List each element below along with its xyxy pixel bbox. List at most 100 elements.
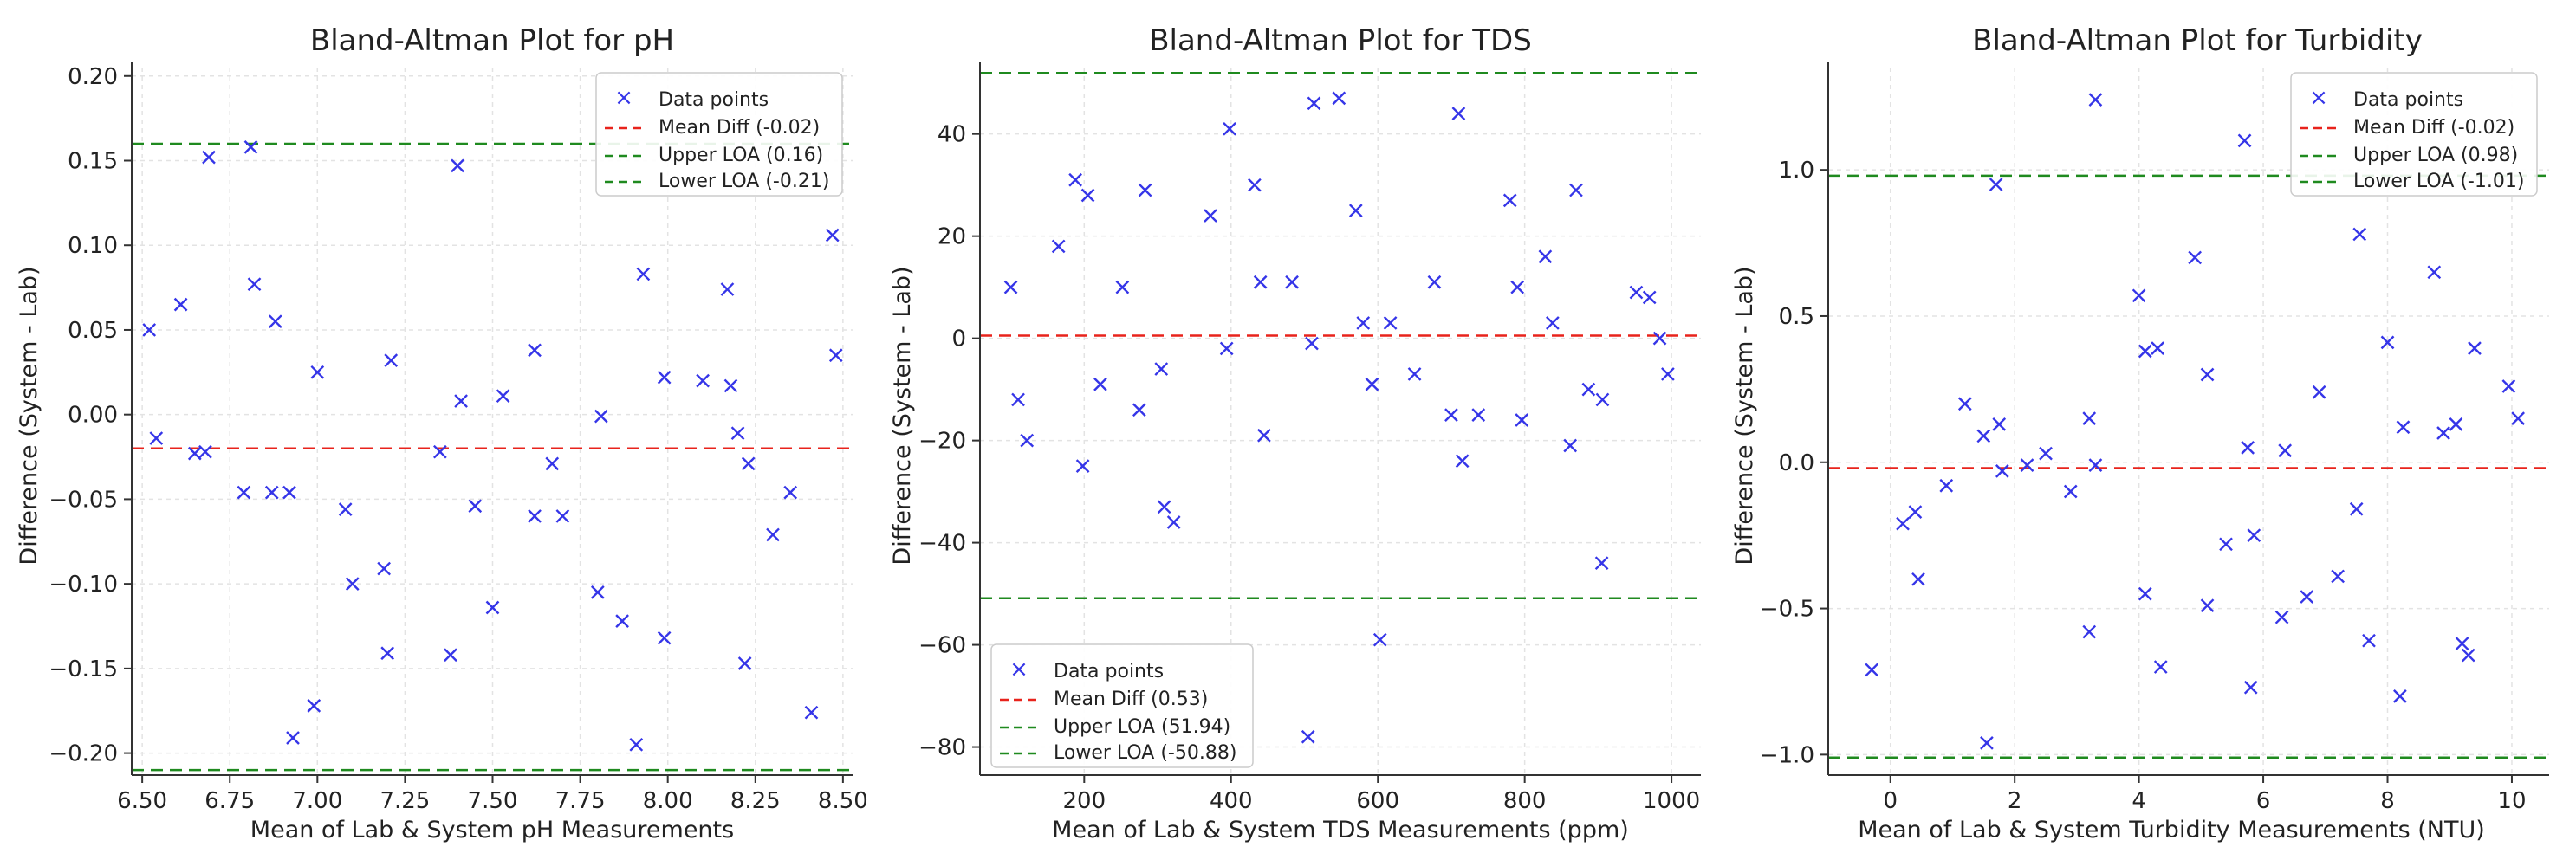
tds-x-tick-label-0: 200 xyxy=(1062,788,1106,814)
turbidity-data-point-6 xyxy=(1976,429,1991,443)
ph-data-point-39 xyxy=(720,282,735,296)
tds-legend-box xyxy=(990,643,1254,768)
tds-data-point-16 xyxy=(1223,121,1236,136)
ph-data-point-37 xyxy=(657,630,672,645)
turbidity-data-point-0 xyxy=(1865,663,1879,677)
ph-x-tick-label-7: 8.25 xyxy=(730,788,781,814)
turbidity-axes xyxy=(1827,62,2549,776)
tds-data-point-33 xyxy=(1451,107,1466,120)
turbidity-data-point-40 xyxy=(2393,689,2407,703)
ph-data-point-11 xyxy=(282,485,296,500)
ph-chart-title: Bland-Altman Plot for pH xyxy=(310,23,674,58)
ph-data-point-17 xyxy=(377,561,391,576)
ph-data-point-27 xyxy=(528,343,542,358)
tds-data-points xyxy=(1003,91,1675,744)
ph-data-point-20 xyxy=(432,444,447,459)
turbidity-data-point-29 xyxy=(2243,680,2258,695)
tds-legend-label-upper: Upper LOA (51.94) xyxy=(1054,716,1230,738)
tds-data-point-30 xyxy=(1407,367,1422,381)
turbidity-data-points xyxy=(1865,93,2525,750)
turbidity-chart-title: Bland-Altman Plot for Turbidity xyxy=(1972,23,2423,58)
turbidity-legend: × Data points Mean Diff (-0.02) Upper LO… xyxy=(2290,72,2538,197)
turbidity-data-point-18 xyxy=(2132,288,2146,303)
ph-data-point-31 xyxy=(590,585,605,599)
turbidity-x-tick-label-5: 10 xyxy=(2497,788,2526,814)
turbidity-data-point-14 xyxy=(2082,411,2097,425)
turbidity-data-point-43 xyxy=(2436,426,2450,440)
ph-data-point-25 xyxy=(485,600,500,615)
turbidity-data-point-13 xyxy=(2063,484,2078,499)
tds-data-point-18 xyxy=(1253,275,1268,289)
turbidity-data-point-37 xyxy=(2352,227,2367,242)
ph-x-tick-label-8: 8.50 xyxy=(818,788,868,814)
tds-data-point-27 xyxy=(1365,377,1379,391)
turbidity-panel: Bland-Altman Plot for Turbidity 0 2 4 6 8 10 … xyxy=(1731,23,2549,844)
tds-y-ticks: −80 −60 −40 −20 0 20 40 xyxy=(918,122,980,761)
turbidity-legend-label-upper: Upper LOA (0.98) xyxy=(2353,145,2518,166)
tds-data-point-48 xyxy=(1652,331,1667,346)
turbidity-data-point-45 xyxy=(2455,637,2469,650)
turbidity-legend-marker-data: × xyxy=(2309,85,2328,111)
turbidity-data-point-15 xyxy=(2082,624,2097,639)
tds-data-point-6 xyxy=(1080,188,1095,203)
tds-data-point-21 xyxy=(1301,729,1315,744)
ph-data-point-6 xyxy=(237,485,251,500)
ph-x-tick-label-0: 6.50 xyxy=(117,788,167,814)
ph-y-tick-label-7: 0.15 xyxy=(68,149,118,175)
ph-data-point-36 xyxy=(657,370,672,385)
turbidity-x-ticks: 0 2 4 6 8 10 xyxy=(1883,775,2527,814)
tds-x-ticks: 200 400 600 800 1000 xyxy=(1062,775,1700,814)
ph-data-point-4 xyxy=(198,444,212,459)
tds-data-point-38 xyxy=(1515,413,1529,427)
ph-data-point-21 xyxy=(444,648,457,663)
tds-data-point-32 xyxy=(1444,408,1458,422)
ph-legend-label-lower: Lower LOA (-0.21) xyxy=(659,171,829,192)
tds-legend-label-mean: Mean Diff (0.53) xyxy=(1054,689,1208,710)
tds-legend: × Data points Mean Diff (0.53) Upper LOA… xyxy=(990,643,1254,768)
tds-data-point-35 xyxy=(1471,408,1486,422)
tds-data-point-20 xyxy=(1285,275,1299,289)
tds-data-point-22 xyxy=(1305,336,1319,351)
tds-y-tick-label-3: −20 xyxy=(918,429,966,455)
turbidity-x-tick-label-3: 6 xyxy=(2256,788,2271,814)
turbidity-data-point-32 xyxy=(2278,443,2293,458)
tds-data-point-25 xyxy=(1348,204,1363,218)
turbidity-y-tick-label-0: −1.0 xyxy=(1760,742,1814,768)
turbidity-data-point-23 xyxy=(2188,250,2203,265)
turbidity-data-point-24 xyxy=(2200,598,2215,613)
ph-data-point-24 xyxy=(468,499,483,514)
ph-data-point-14 xyxy=(310,365,325,379)
turbidity-data-point-4 xyxy=(1939,478,1954,493)
tds-data-point-47 xyxy=(1642,290,1657,305)
turbidity-data-point-35 xyxy=(2331,569,2345,584)
ph-data-point-10 xyxy=(268,314,282,329)
ph-y-tick-label-1: −0.15 xyxy=(49,656,118,682)
ph-data-point-35 xyxy=(636,267,651,281)
tds-y-tick-label-4: 0 xyxy=(951,327,966,352)
turbidity-data-point-9 xyxy=(1992,417,2007,431)
turbidity-data-point-1 xyxy=(1896,516,1910,531)
turbidity-data-point-7 xyxy=(1980,736,1994,750)
turbidity-data-point-42 xyxy=(2427,265,2442,280)
tds-y-tick-label-1: −60 xyxy=(918,633,966,659)
tds-data-point-4 xyxy=(1068,172,1082,187)
ph-data-point-48 xyxy=(828,348,843,363)
tds-data-point-42 xyxy=(1569,183,1583,197)
ph-data-point-3 xyxy=(187,446,202,461)
tds-data-point-49 xyxy=(1661,367,1675,381)
tds-x-tick-label-1: 400 xyxy=(1210,788,1253,814)
ph-x-tick-label-6: 8.00 xyxy=(643,788,693,814)
ph-legend-marker-data: × xyxy=(614,85,633,111)
ph-data-point-28 xyxy=(528,509,542,523)
turbidity-y-tick-label-4: 1.0 xyxy=(1779,158,1814,184)
tds-data-point-26 xyxy=(1356,316,1371,330)
turbidity-data-point-48 xyxy=(2501,379,2516,393)
tds-data-point-1 xyxy=(1011,392,1025,407)
tds-data-point-41 xyxy=(1563,438,1578,453)
turbidity-data-point-49 xyxy=(2511,411,2525,425)
turbidity-data-point-28 xyxy=(2241,441,2255,455)
turbidity-data-point-19 xyxy=(2138,586,2152,601)
turbidity-x-tick-label-0: 0 xyxy=(1883,788,1898,814)
ph-data-point-23 xyxy=(454,394,468,408)
